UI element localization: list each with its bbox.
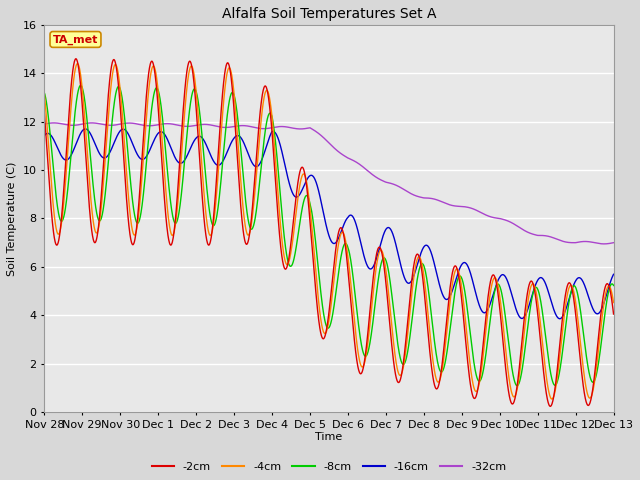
Legend: -2cm, -4cm, -8cm, -16cm, -32cm: -2cm, -4cm, -8cm, -16cm, -32cm: [147, 457, 511, 476]
Title: Alfalfa Soil Temperatures Set A: Alfalfa Soil Temperatures Set A: [221, 7, 436, 21]
Y-axis label: Soil Temperature (C): Soil Temperature (C): [7, 161, 17, 276]
Text: TA_met: TA_met: [53, 34, 98, 45]
X-axis label: Time: Time: [316, 432, 342, 443]
